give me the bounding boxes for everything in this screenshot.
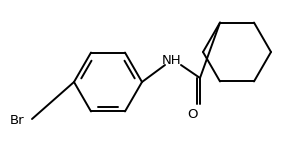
Text: Br: Br [10,114,25,128]
Text: NH: NH [162,54,182,67]
Text: O: O [188,107,198,121]
